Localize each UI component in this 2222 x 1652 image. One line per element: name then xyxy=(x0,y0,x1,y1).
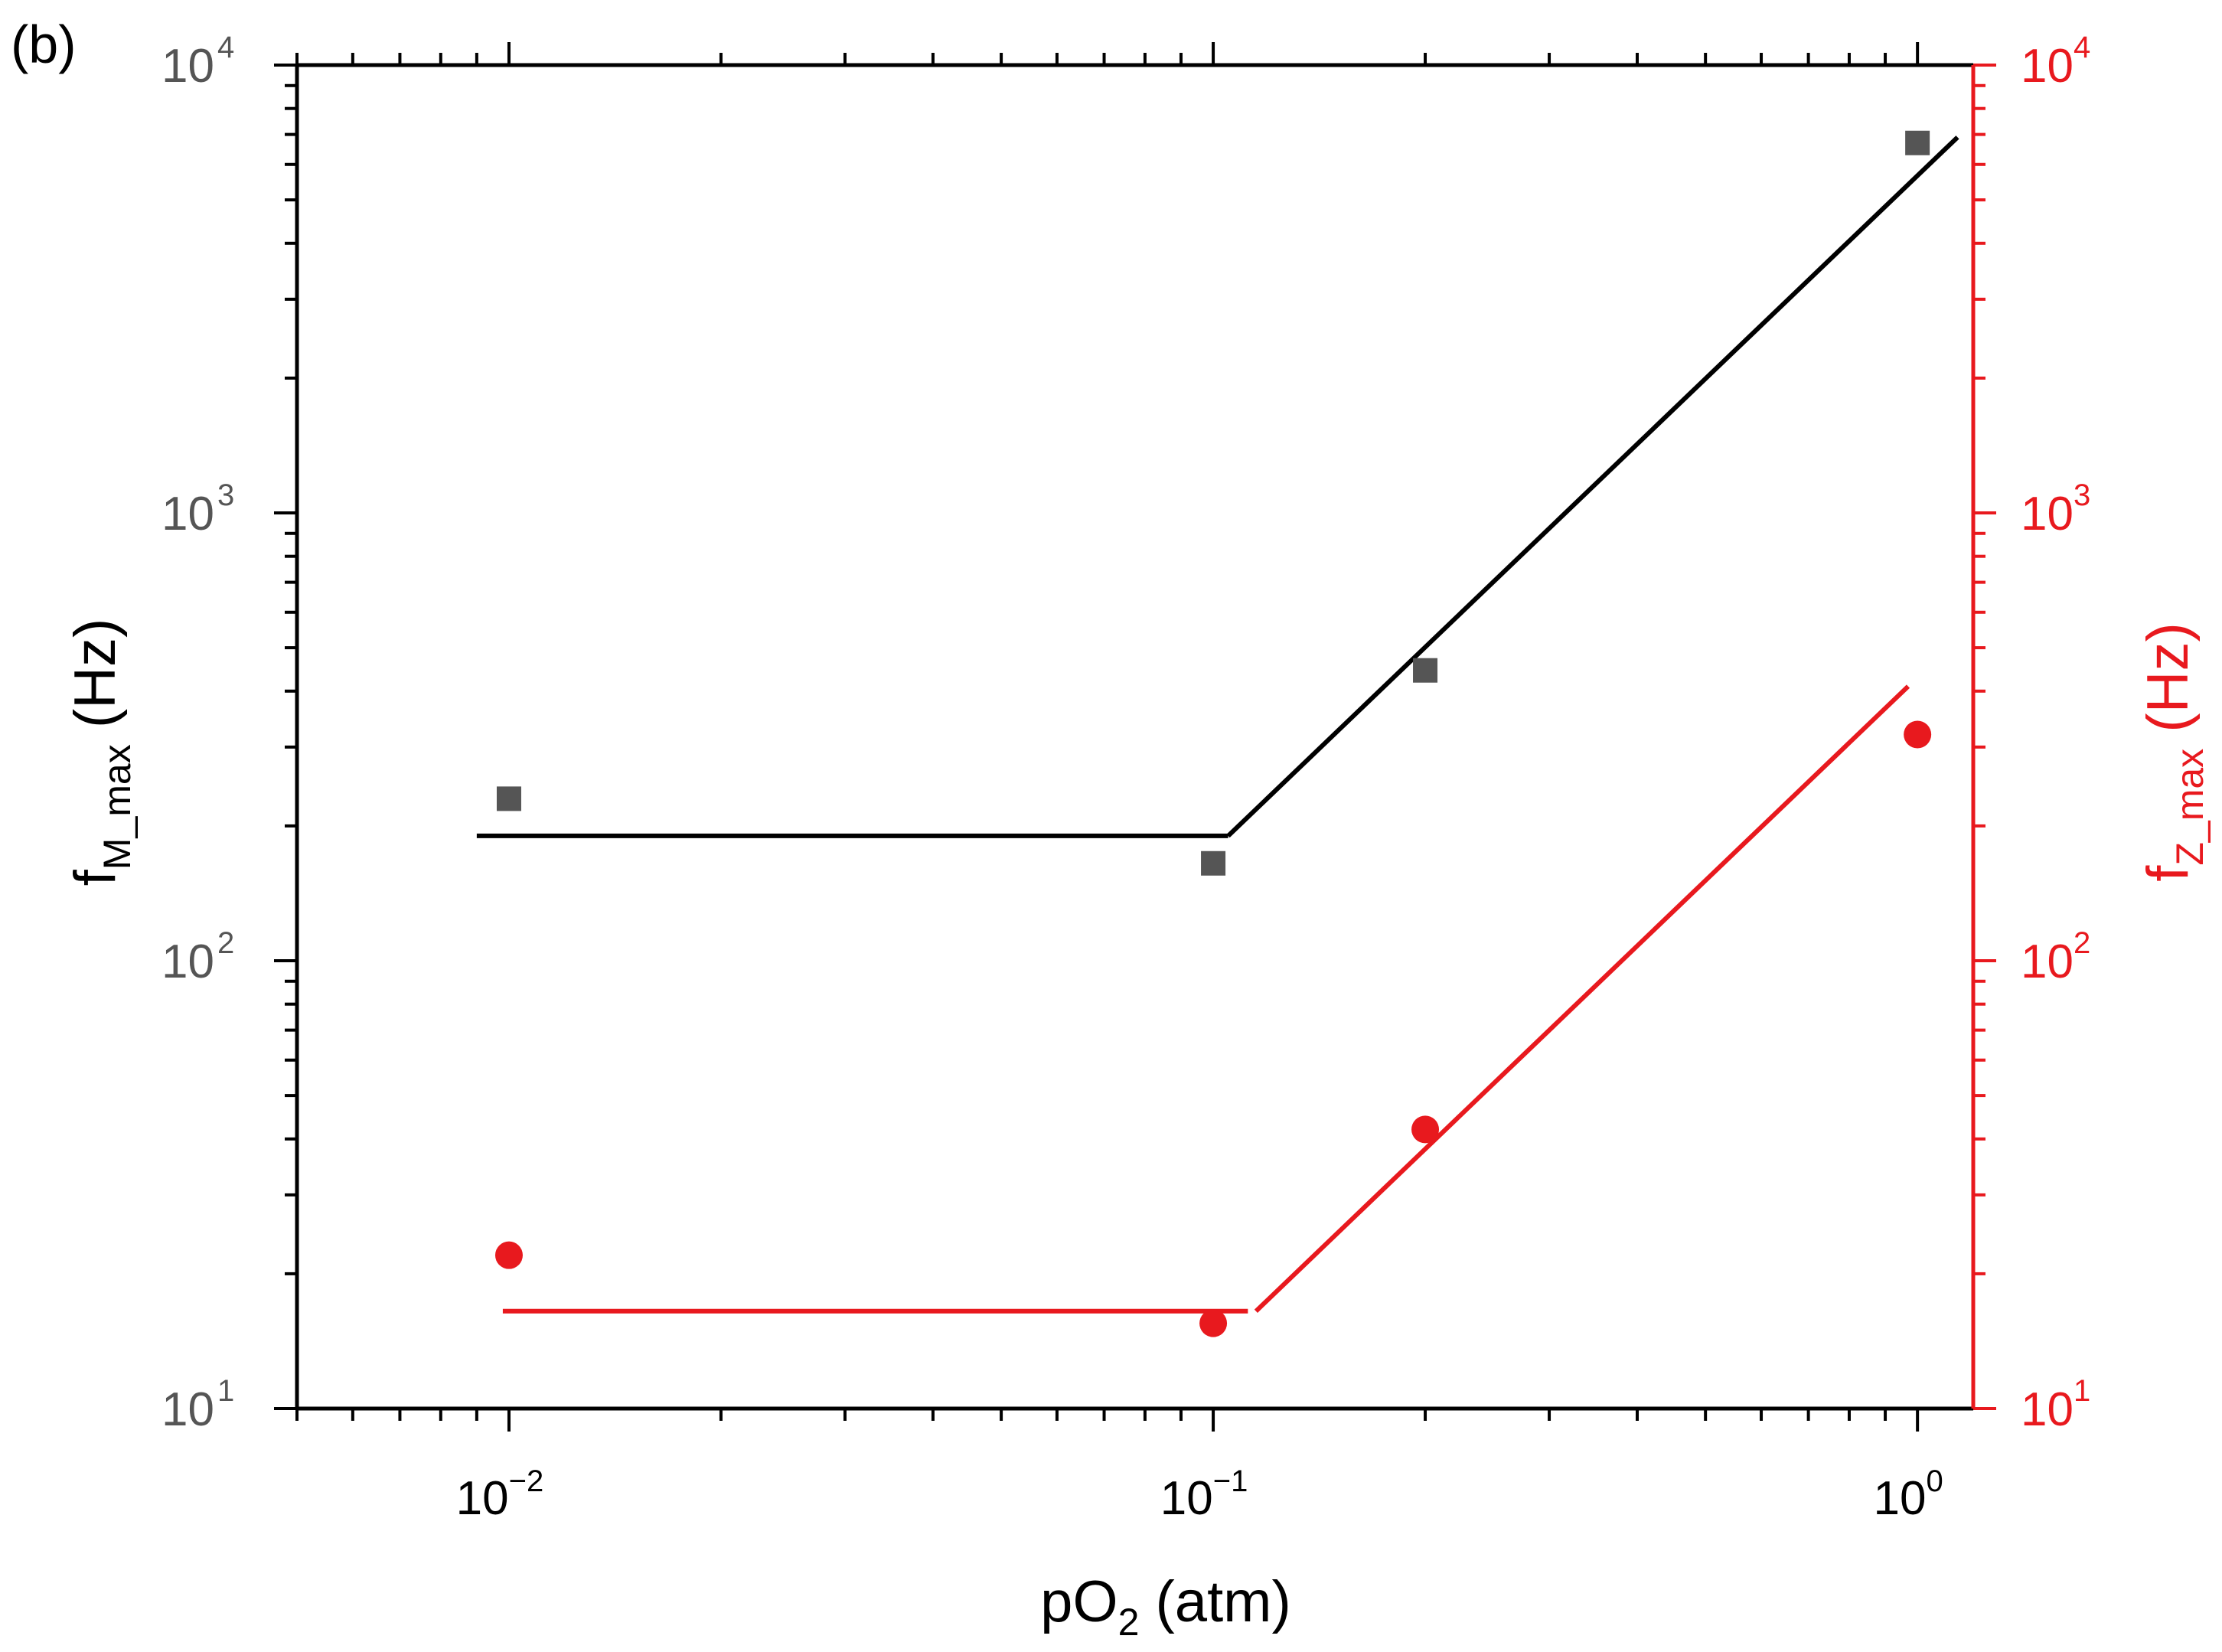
x-tick-base: 10 xyxy=(1874,1472,1927,1525)
y-right-title-tail: (Hz) xyxy=(2136,622,2201,749)
x-tick-base: 10 xyxy=(456,1472,509,1525)
y-left-title-tail: (Hz) xyxy=(63,619,128,745)
data-point-circle xyxy=(494,1241,523,1269)
y-left-tick-exp: 2 xyxy=(217,926,234,960)
x-axis-title-tail: (atm) xyxy=(1139,1569,1290,1634)
y-right-title-main: f xyxy=(2136,865,2201,882)
data-point-square xyxy=(1413,658,1438,683)
y-left-tick-exp: 3 xyxy=(217,478,234,512)
y-right-tick-exp: 3 xyxy=(2074,478,2090,512)
y-right-tick-exp: 2 xyxy=(2074,926,2090,960)
y-left-tick-label: 10 xyxy=(162,40,214,93)
y-left-tick-exp: 4 xyxy=(217,31,234,64)
y-right-tick-base: 10 xyxy=(2021,40,2074,93)
y-left-tick-base: 10 xyxy=(162,40,214,93)
x-axis-title-sub: 2 xyxy=(1118,1601,1140,1644)
data-points xyxy=(494,130,1932,1337)
y-right-tick-exp: 1 xyxy=(2074,1374,2090,1408)
x-axis-title: pO2 (atm) xyxy=(1040,1569,1291,1644)
axes xyxy=(274,42,1996,1432)
y-right-tick-base: 10 xyxy=(2021,488,2074,540)
y-right-axis-title: fZ_max (Hz) xyxy=(2136,622,2211,882)
y-left-tick-base: 10 xyxy=(162,488,214,540)
y-right-tick-label: 104 xyxy=(2021,31,2090,93)
data-point-circle xyxy=(1199,1309,1228,1337)
y-left-axis-title: fM_max (Hz) xyxy=(63,619,139,886)
y-left-tick-base: 10 xyxy=(162,935,214,988)
y-right-tick-label: 101 xyxy=(2021,1374,2090,1436)
x-tick-label: 10−1 xyxy=(1160,1464,1248,1525)
data-point-square xyxy=(1201,850,1226,876)
x-tick-exp: −1 xyxy=(1213,1464,1248,1498)
y-left-tick-label: 10 xyxy=(162,1383,214,1436)
y-left-tick-exp: 1 xyxy=(217,1374,234,1408)
fit-line-segment xyxy=(1226,135,1959,838)
y-right-tick-label: 103 xyxy=(2021,478,2090,540)
y-right-tick-base: 10 xyxy=(2021,935,2074,988)
y-right-tick-label: 102 xyxy=(2021,926,2090,988)
x-tick-exp: 0 xyxy=(1927,1464,1943,1498)
fit-lines xyxy=(476,135,1959,1314)
data-point-circle xyxy=(1411,1115,1440,1144)
y-left-tick-label: 10 xyxy=(162,935,214,988)
x-tick-label: 100 xyxy=(1874,1464,1943,1525)
x-axis-title-main: pO xyxy=(1040,1569,1118,1634)
x-tick-base: 10 xyxy=(1160,1472,1213,1525)
x-tick-exp: −2 xyxy=(509,1464,544,1498)
data-point-square xyxy=(496,786,521,811)
data-point-square xyxy=(1905,130,1930,155)
y-right-tick-base: 10 xyxy=(2021,1383,2074,1436)
panel-label: (b) xyxy=(11,15,77,74)
y-left-title-sub: M_max xyxy=(96,744,139,870)
y-left-tick-label: 10 xyxy=(162,488,214,540)
y-right-title-sub: Z_max xyxy=(2168,749,2211,866)
fit-line-segment xyxy=(1254,684,1910,1313)
y-left-tick-base: 10 xyxy=(162,1383,214,1436)
y-right-tick-exp: 4 xyxy=(2074,31,2090,64)
data-point-circle xyxy=(1904,720,1932,749)
y-left-title-main: f xyxy=(63,869,128,886)
x-tick-label: 10−2 xyxy=(456,1464,544,1525)
